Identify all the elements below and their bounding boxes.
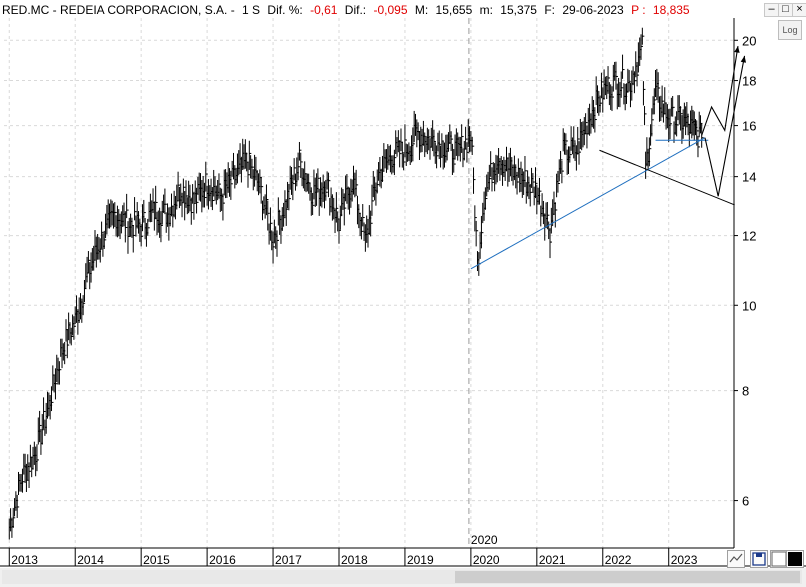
projection-arrow (704, 55, 746, 197)
date-label: F: (544, 3, 555, 17)
y-tick-label: 8 (742, 384, 749, 399)
log-scale-button[interactable]: Log (778, 20, 802, 40)
projection-arrow (701, 45, 739, 136)
period-label: 1 S (242, 3, 261, 17)
x-tick-label: 2023 (671, 553, 698, 567)
price-label: P : (631, 3, 646, 17)
y-tick-label: 12 (742, 229, 756, 244)
dif-pct-label: Dif. %: (267, 3, 303, 17)
min-value: 15,375 (500, 3, 537, 17)
chart-type-icon[interactable] (727, 550, 745, 568)
technical-annotations (470, 45, 747, 270)
ticker-label: RED.MC - REDEIA CORPORACION, S.A. - (2, 3, 235, 17)
y-tick-label: 18 (742, 74, 756, 89)
plot-frame (0, 18, 806, 567)
arrowhead (734, 46, 740, 53)
price-series (8, 27, 704, 540)
max-value: 15,655 (435, 3, 473, 17)
color-swatch-icon[interactable] (770, 550, 788, 568)
date-value: 29-06-2023 (562, 3, 624, 17)
y-tick-label: 14 (742, 170, 756, 185)
period-marker-label: 2020 (471, 533, 498, 547)
x-tick-label: 2019 (407, 553, 434, 567)
y-tick-label: 6 (742, 494, 749, 509)
save-icon[interactable] (750, 550, 768, 568)
x-tick-label: 2022 (605, 553, 632, 567)
x-tick-label: 2015 (143, 553, 170, 567)
y-tick-label: 16 (742, 119, 756, 134)
dif-label: Dif.: (344, 3, 367, 17)
lower-trendline (599, 149, 735, 206)
arrowhead (740, 55, 747, 63)
close-button[interactable]: × (792, 3, 806, 17)
x-tick-label: 2018 (341, 553, 368, 567)
x-tick-label: 2020 (473, 553, 500, 567)
dif-value: -0,095 (373, 3, 408, 17)
dif-pct-value: -0,61 (310, 3, 338, 17)
y-tick-label: 10 (742, 298, 756, 313)
x-tick-label: 2021 (539, 553, 566, 567)
scrollbar-thumb[interactable] (455, 571, 800, 583)
grid (4, 18, 734, 548)
min-label: m: (479, 3, 493, 17)
y-axis: 6 8 10 12 14 16 18 20 (734, 33, 756, 509)
max-label: M: (414, 3, 429, 17)
x-tick-label: 2013 (11, 553, 38, 567)
support-trendline (470, 137, 706, 270)
x-axis: 2013 2014 2015 2016 2017 2018 2019 2020 2021 2022… (8, 533, 698, 567)
x-tick-label: 2014 (77, 553, 104, 567)
chart-header: RED.MC - REDEIA CORPORACION, S.A. - 1 S … (2, 1, 762, 19)
x-tick-label: 2016 (209, 553, 236, 567)
price-value: 18,835 (652, 3, 690, 17)
y-tick-label: 20 (742, 33, 756, 48)
color-black-icon[interactable] (786, 550, 804, 568)
x-tick-label: 2017 (275, 553, 302, 567)
